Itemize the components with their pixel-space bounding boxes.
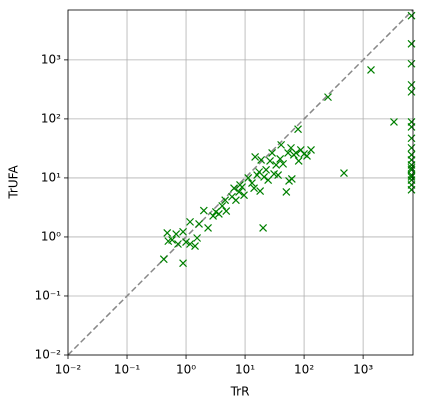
- point: [294, 157, 303, 165]
- point: [209, 212, 217, 220]
- x-tick-label: 10⁰: [176, 363, 196, 377]
- point: [407, 123, 416, 131]
- point: [340, 169, 348, 177]
- point: [276, 154, 285, 163]
- point: [407, 59, 416, 68]
- point: [407, 172, 416, 181]
- point: [186, 217, 194, 226]
- point: [367, 65, 375, 74]
- point: [272, 161, 281, 169]
- point: [268, 149, 277, 157]
- point: [259, 224, 268, 232]
- point: [214, 210, 223, 218]
- point: [407, 11, 416, 20]
- point: [287, 175, 296, 183]
- point: [218, 202, 227, 210]
- point: [235, 187, 243, 196]
- point: [193, 234, 202, 242]
- point: [250, 184, 258, 193]
- point: [407, 163, 416, 172]
- point: [163, 229, 172, 237]
- point: [307, 146, 315, 154]
- point: [179, 259, 187, 268]
- point: [256, 187, 265, 195]
- point: [279, 159, 288, 168]
- y-tick-label: 10³: [41, 52, 61, 66]
- point: [182, 238, 190, 246]
- x-tick-label: 10²: [294, 363, 314, 377]
- point: [262, 165, 271, 174]
- point: [251, 152, 260, 161]
- point: [204, 224, 212, 232]
- plot-frame: [67, 9, 414, 356]
- point: [292, 149, 300, 157]
- plot-layer: [67, 9, 416, 356]
- point: [238, 183, 247, 191]
- point: [407, 80, 416, 89]
- point: [260, 172, 269, 181]
- point: [274, 171, 283, 179]
- point: [240, 191, 248, 200]
- point: [264, 176, 273, 184]
- point: [407, 39, 416, 48]
- point: [248, 179, 256, 187]
- point: [230, 184, 238, 193]
- point: [282, 187, 291, 196]
- point: [407, 185, 416, 194]
- point: [174, 240, 182, 248]
- point: [222, 207, 231, 215]
- point: [390, 117, 398, 126]
- point: [221, 196, 230, 205]
- x-tick-label: 10¹: [235, 363, 255, 377]
- x-tick-label: 10⁻²: [55, 363, 82, 377]
- point: [257, 155, 266, 164]
- point: [284, 149, 292, 157]
- x-tick-label: 10⁻¹: [114, 363, 141, 377]
- point: [407, 134, 416, 143]
- y-tick-label: 10⁻²: [35, 348, 62, 362]
- y-tick-label: 10⁻¹: [35, 288, 62, 302]
- y-axis-label: TrUFA: [7, 165, 21, 200]
- y-tick-label: 10¹: [41, 170, 61, 184]
- point: [244, 174, 253, 182]
- point: [266, 157, 274, 165]
- point: [191, 242, 199, 251]
- point: [186, 240, 194, 248]
- y-tick-label: 10⁰: [41, 229, 61, 243]
- point: [172, 230, 181, 238]
- point: [159, 255, 168, 264]
- x-axis-label: TrR: [230, 385, 250, 399]
- point: [168, 236, 177, 244]
- point: [195, 220, 203, 228]
- point: [324, 93, 332, 102]
- point: [179, 227, 187, 236]
- point: [407, 143, 416, 152]
- x-tick-label: 10³: [353, 363, 373, 377]
- point: [232, 196, 240, 205]
- point: [294, 125, 302, 134]
- identity-line: [67, 9, 414, 356]
- point: [277, 140, 286, 149]
- point: [407, 87, 416, 96]
- point: [303, 151, 311, 160]
- point: [199, 206, 208, 215]
- y-tick-label: 10²: [41, 111, 61, 125]
